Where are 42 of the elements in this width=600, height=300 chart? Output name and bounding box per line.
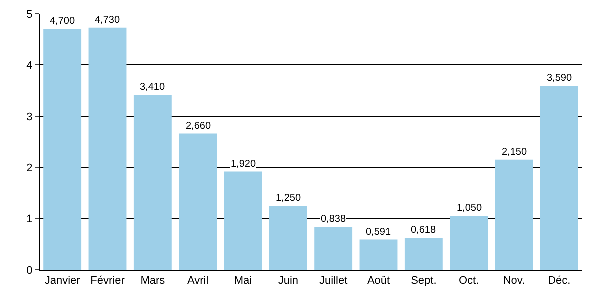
data-label: 0,591 (366, 227, 392, 238)
data-label: 3,590 (547, 73, 572, 84)
bar (269, 206, 308, 270)
x-tick-label: Oct. (458, 275, 480, 288)
x-tick-label: Février (90, 275, 126, 288)
data-label: 0,618 (411, 225, 436, 236)
data-label: 4,700 (50, 16, 76, 27)
y-tick-label: 2 (26, 162, 33, 174)
bar (404, 238, 443, 270)
y-tick-label: 0 (26, 264, 33, 277)
bar (450, 216, 488, 270)
bar (224, 172, 262, 270)
bar (88, 28, 127, 270)
data-label: 4,730 (95, 15, 120, 26)
x-tick-label: Août (367, 275, 390, 288)
data-label: 1,050 (457, 203, 482, 214)
data-label: 0,838 (321, 214, 346, 225)
y-tick-label: 1 (26, 214, 33, 226)
x-tick-label: Mars (140, 275, 166, 288)
data-label: 2,150 (502, 147, 528, 158)
x-tick-label: Nov. (503, 275, 526, 288)
bar (540, 86, 578, 270)
x-tick-label: Avril (187, 275, 209, 288)
y-tick-label: 5 (26, 8, 33, 21)
bar (44, 29, 82, 270)
data-label: 3,410 (140, 82, 166, 93)
bar (179, 134, 218, 270)
bar (134, 95, 172, 270)
x-tick-label: Sept. (411, 275, 437, 288)
x-tick-label: Mai (234, 275, 252, 288)
bar (314, 227, 353, 270)
data-label: 1,920 (231, 159, 256, 170)
x-tick-label: Juillet (320, 275, 348, 288)
y-tick-label: 3 (26, 111, 33, 124)
bar (360, 240, 398, 270)
y-tick-label: 4 (26, 60, 33, 72)
bar (495, 160, 534, 270)
x-tick-label: Janvier (44, 275, 81, 288)
data-label: 1,250 (276, 193, 302, 204)
data-label: 2,660 (186, 121, 212, 132)
x-tick-label: Déc. (548, 275, 571, 288)
x-tick-label: Juin (278, 275, 299, 288)
